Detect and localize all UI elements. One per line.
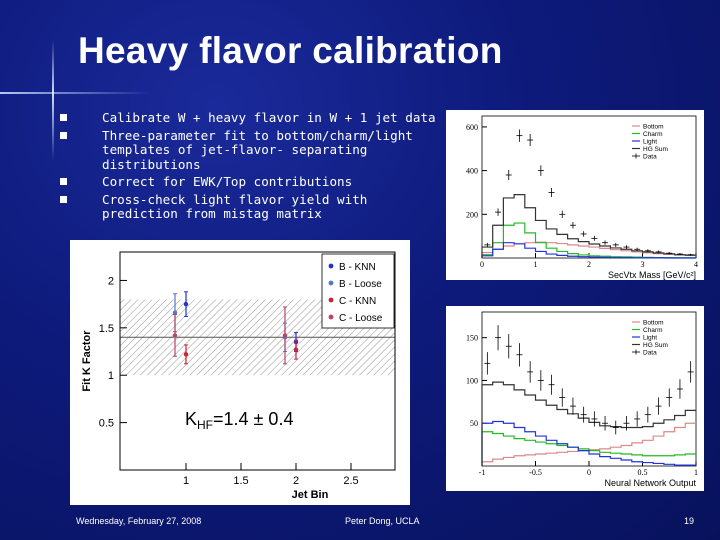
x-tick-label: 4 — [694, 260, 698, 269]
x-axis-label: SecVtx Mass [GeV/c²] — [608, 270, 696, 280]
y-tick-label: 0.5 — [99, 418, 114, 430]
footer-page-number: 19 — [684, 516, 695, 526]
bullet-text: Three-parameter fit to bottom/charm/ligh… — [102, 127, 413, 172]
footer-date: Wednesday, February 27, 2008 — [76, 516, 202, 526]
legend-marker — [328, 297, 334, 303]
y-tick-label: 100 — [466, 376, 478, 385]
bullet-square-icon — [60, 195, 67, 203]
legend-label: Data — [643, 350, 657, 357]
legend-label: Bottom — [643, 124, 664, 131]
x-tick-label: 2 — [293, 475, 299, 487]
data-point — [172, 310, 178, 315]
x-tick-label: -1 — [479, 468, 486, 477]
bullet-item: Correct for EWK/Top contributions — [60, 174, 440, 190]
bullet-square-icon — [60, 178, 67, 185]
bullet-text: Correct for EWK/Top contributions — [102, 174, 353, 189]
histogram-line — [481, 422, 696, 466]
y-tick-label: 50 — [470, 419, 478, 428]
y-tick-label: 400 — [466, 167, 478, 176]
x-tick-label: 0 — [587, 468, 591, 477]
bullet-item: Three-parameter fit to bottom/charm/ligh… — [60, 127, 440, 173]
legend-marker — [328, 280, 334, 286]
x-axis-label: Neural Network Output — [604, 478, 696, 488]
histogram-line — [481, 420, 696, 466]
slide-title: Heavy flavor calibration — [78, 30, 503, 71]
legend-label: C - Loose — [339, 313, 383, 324]
y-tick-label: 600 — [466, 123, 478, 132]
bullet-text: Calibrate W + heavy flavor in W + 1 jet … — [102, 110, 436, 125]
legend-label: B - KNN — [339, 262, 376, 273]
footer-author: Peter Dong, UCLA — [345, 516, 420, 526]
x-tick-label: -0.5 — [529, 468, 542, 477]
x-tick-label: 0 — [480, 260, 484, 269]
annotation-k: K — [185, 409, 197, 429]
decorative-line-horizontal — [0, 92, 150, 94]
histogram-line — [481, 241, 696, 258]
x-tick-label: 1 — [694, 468, 698, 477]
legend-label: Data — [643, 154, 657, 161]
x-tick-label: 1 — [534, 260, 538, 269]
legend-label: Light — [643, 335, 657, 342]
x-tick-label: 1 — [183, 475, 189, 487]
bullet-square-icon — [60, 131, 67, 139]
legend-marker — [328, 263, 334, 269]
bullet-list: Calibrate W + heavy flavor in W + 1 jet … — [60, 110, 440, 225]
kfactor-annotation: KHF=1.4 ± 0.4 — [185, 409, 293, 432]
legend-label: Charm — [643, 131, 663, 138]
y-axis-label: Fit K Factor — [81, 330, 93, 392]
bullet-item: Cross-check light flavor yield with pred… — [60, 191, 440, 222]
legend-label: Light — [643, 139, 657, 146]
bullet-square-icon — [60, 114, 67, 121]
legend-label: HG Sum — [643, 146, 668, 153]
y-tick-label: 1.5 — [99, 323, 114, 335]
legend-label: HG Sum — [643, 342, 668, 349]
plot-frame — [481, 115, 697, 259]
annotation-value: =1.4 ± 0.4 — [213, 409, 293, 429]
legend-label: C - KNN — [339, 296, 376, 307]
annotation-subscript: HF — [197, 418, 213, 432]
y-tick-label: 150 — [466, 334, 478, 343]
x-tick-label: 3 — [641, 260, 645, 269]
secvtx-mass-plot: 200 400 600 0 1 2 3 4 SecVtx Mass [GeV/c²] Bottom… — [446, 110, 704, 280]
legend-box — [321, 253, 395, 329]
legend-label: Bottom — [643, 320, 664, 327]
x-tick-label: 1.5 — [233, 475, 248, 487]
x-tick-label: 2 — [587, 260, 591, 269]
decorative-line-vertical — [52, 40, 54, 160]
data-point — [183, 352, 189, 357]
x-axis-label: Jet Bin — [292, 489, 329, 501]
y-tick-label: 200 — [466, 210, 478, 219]
legend-label: Charm — [643, 327, 663, 334]
x-tick-label: 0.5 — [638, 468, 648, 477]
legend-label: B - Loose — [339, 279, 382, 290]
bullet-text: Cross-check light flavor yield with pred… — [102, 191, 368, 221]
k-factor-svg: 0.5 1 1.5 2 1 1.5 2 2.5 Jet Bin Fit K Factor B - K… — [81, 251, 396, 501]
data-point — [172, 333, 178, 338]
data-point — [293, 347, 299, 352]
neural-network-plot: 50 100 150 -1 -0.5 0 0.5 1 Neural Network Output… — [446, 306, 704, 491]
bullet-item: Calibrate W + heavy flavor in W + 1 jet … — [60, 110, 440, 126]
k-factor-plot: 0.5 1 1.5 2 1 1.5 2 2.5 Jet Bin Fit K Factor B - K… — [70, 240, 410, 505]
data-point — [282, 333, 288, 338]
y-tick-label: 1 — [108, 370, 114, 382]
histogram-line — [481, 194, 696, 258]
y-tick-label: 2 — [108, 275, 114, 287]
histogram-line — [481, 242, 696, 259]
plot-frame — [119, 251, 396, 471]
data-point — [183, 301, 189, 307]
x-tick-label: 2.5 — [343, 475, 358, 487]
histogram-line — [481, 431, 696, 466]
legend-marker — [328, 314, 334, 320]
